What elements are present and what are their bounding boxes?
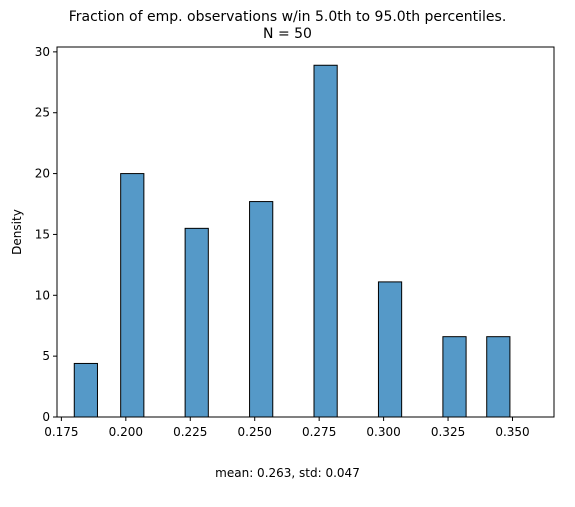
chart-subtitle: N = 50 [263, 26, 312, 42]
x-tick-label: 0.275 [302, 425, 336, 439]
y-axis-label: Density [10, 209, 24, 255]
histogram-bar [73, 362, 98, 418]
x-tick-label: 0.225 [173, 425, 207, 439]
x-tick-label: 0.325 [431, 425, 465, 439]
summary-annotation: mean: 0.263, std: 0.047 [215, 466, 360, 480]
y-tick-label: 0 [42, 410, 50, 424]
x-tick-label: 0.250 [238, 425, 272, 439]
chart-title: Fraction of emp. observations w/in 5.0th… [68, 9, 507, 25]
y-tick-label: 30 [35, 45, 50, 59]
histogram-bar [377, 281, 403, 418]
y-tick-label: 10 [35, 288, 50, 302]
histogram-bar [486, 336, 511, 418]
x-tick-label: 0.200 [109, 425, 143, 439]
y-tick-label: 15 [35, 227, 50, 241]
histogram-bar [184, 227, 209, 418]
x-tick-label: 0.350 [495, 425, 529, 439]
plot-frame [56, 46, 555, 418]
y-tick-label: 20 [35, 167, 50, 181]
histogram-bar [442, 336, 467, 418]
y-tick-label: 5 [42, 349, 50, 363]
x-tick-label: 0.175 [44, 425, 78, 439]
histogram-bar [120, 173, 145, 418]
histogram-bar [249, 201, 274, 418]
x-tick-label: 0.300 [366, 425, 400, 439]
y-tick-label: 25 [35, 106, 50, 120]
histogram-bar [313, 64, 338, 418]
